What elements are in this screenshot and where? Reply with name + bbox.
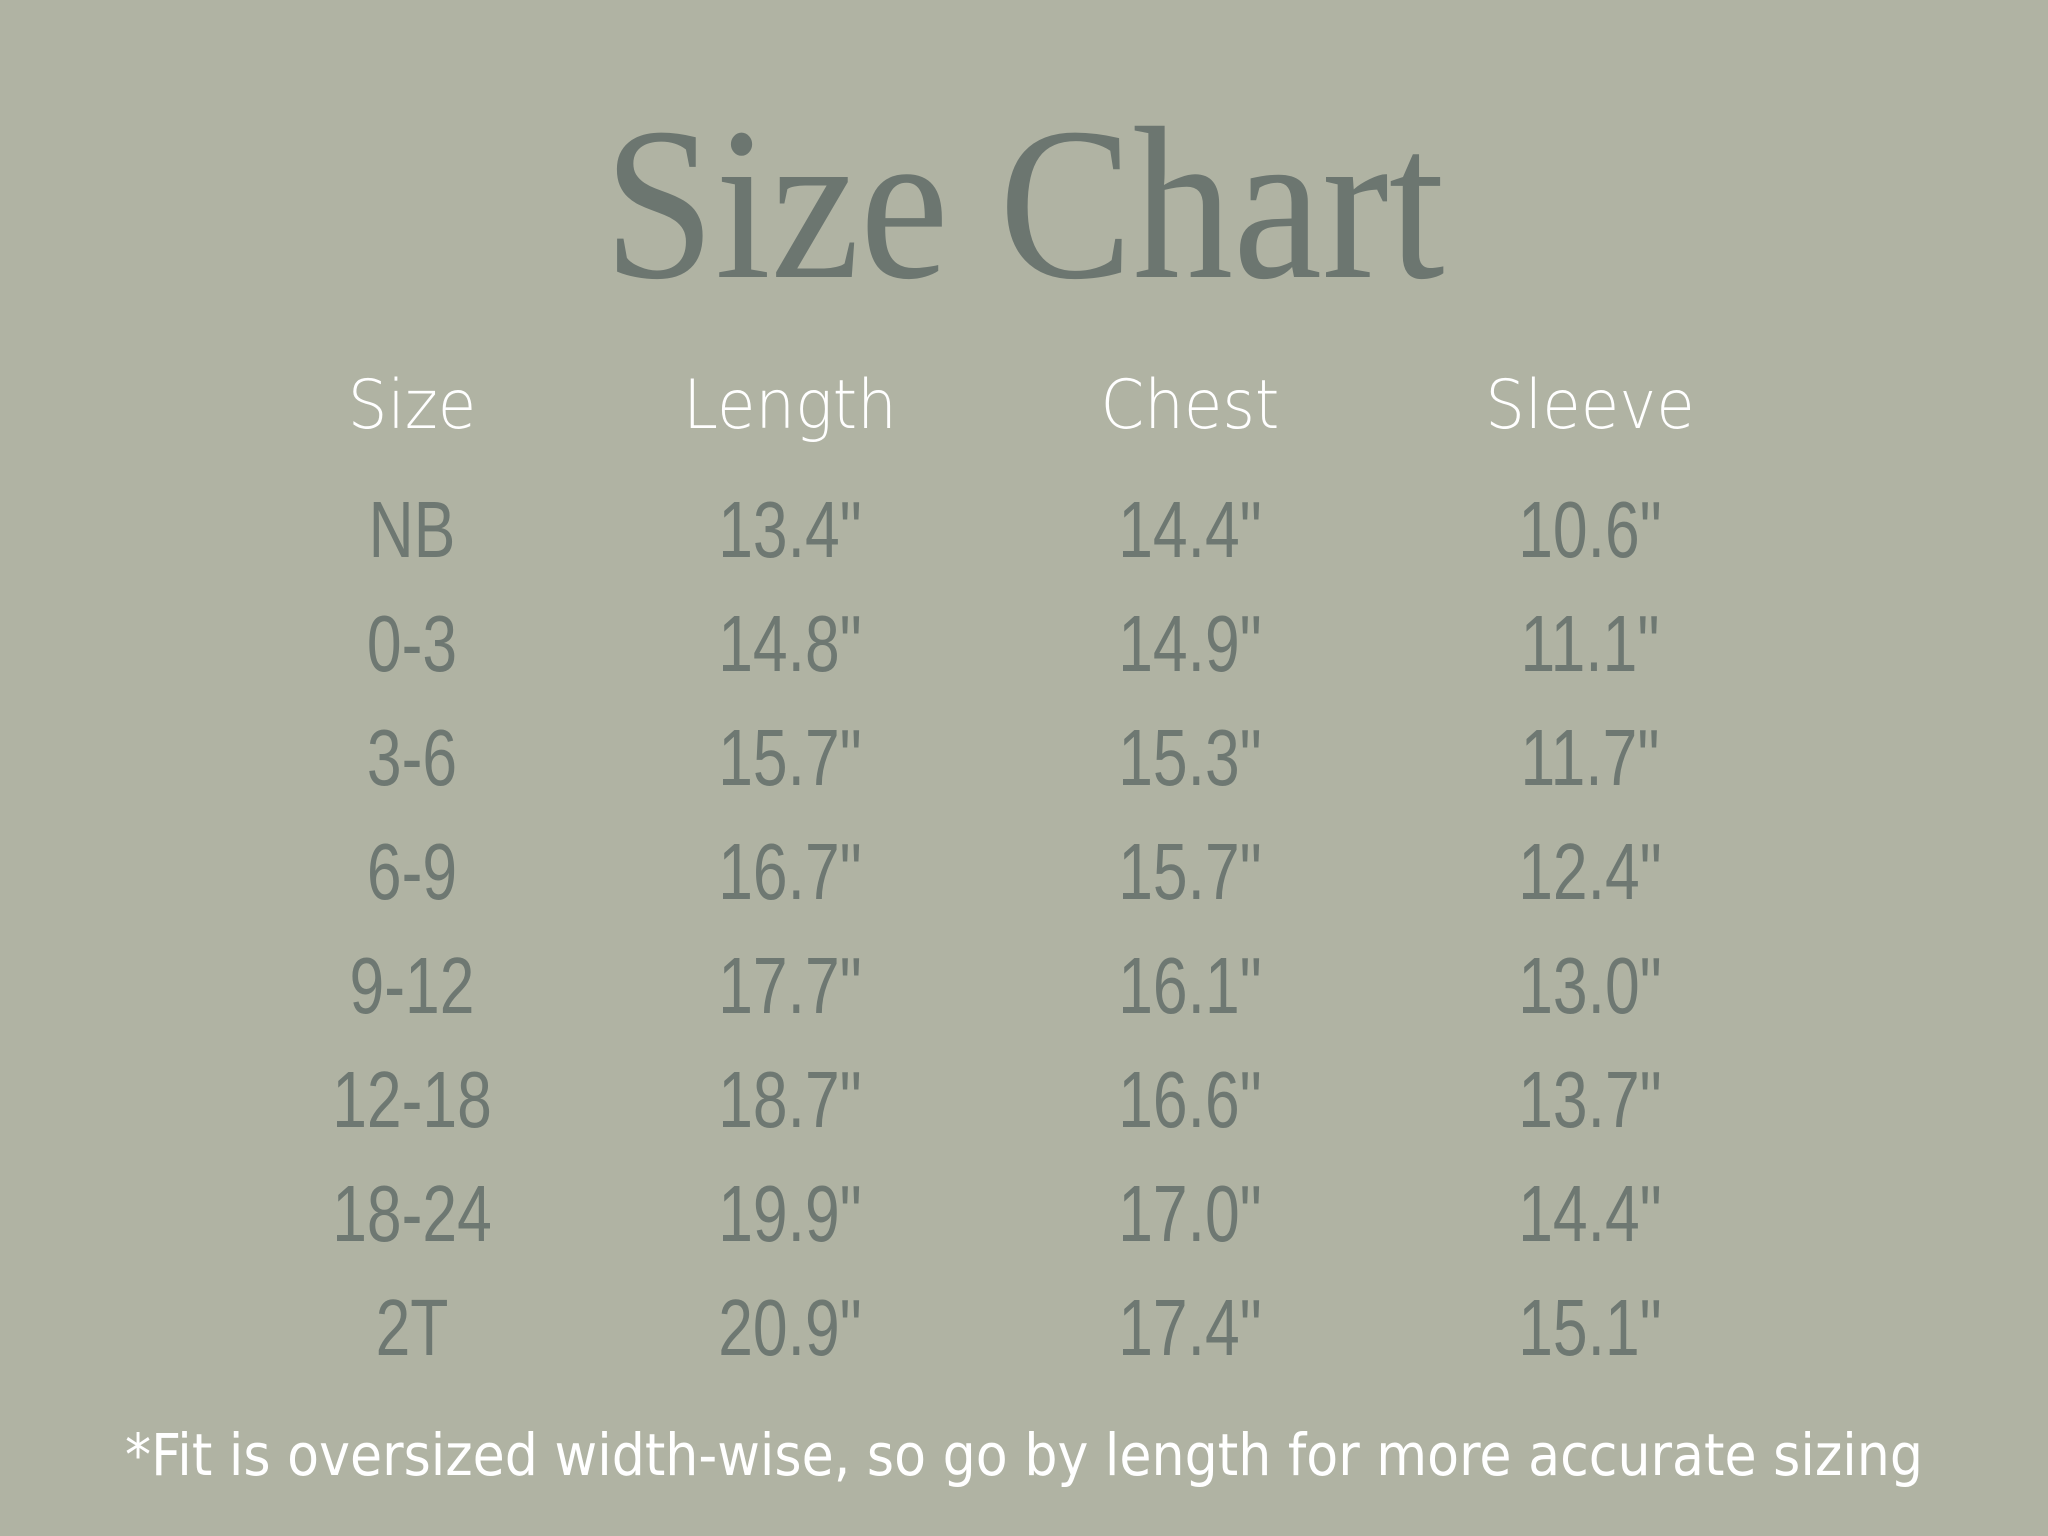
cell-size: 3-6 — [366, 713, 458, 802]
cell-size: 9-12 — [349, 941, 475, 1030]
cell-chest: 17.0" — [1118, 1169, 1262, 1258]
cell-length: 20.9" — [718, 1283, 862, 1372]
cell-sleeve: 10.6" — [1518, 485, 1662, 574]
cell-size: 18-24 — [332, 1169, 492, 1258]
cell-length: 16.7" — [718, 827, 862, 916]
cell-sleeve: 11.7" — [1520, 713, 1660, 802]
cell-sleeve: 11.1" — [1520, 599, 1660, 688]
cell-chest: 16.1" — [1118, 941, 1262, 1030]
cell-length: 18.7" — [718, 1055, 862, 1144]
cell-sleeve: 13.7" — [1518, 1055, 1662, 1144]
cell-chest: 15.7" — [1118, 827, 1262, 916]
column-header-chest: Chest — [1100, 366, 1280, 445]
cell-sleeve: 12.4" — [1518, 827, 1662, 916]
footnote: *Fit is oversized width-wise, so go by l… — [124, 1421, 1924, 1489]
cell-sleeve: 13.0" — [1518, 941, 1662, 1030]
cell-sleeve: 15.1" — [1518, 1283, 1662, 1372]
cell-size: 6-9 — [366, 827, 458, 916]
cell-length: 13.4" — [718, 485, 862, 574]
cell-chest: 14.4" — [1118, 485, 1262, 574]
cell-size: NB — [368, 485, 456, 574]
cell-length: 14.8" — [718, 599, 862, 688]
column-header-size: Size — [347, 366, 477, 445]
cell-chest: 17.4" — [1118, 1283, 1262, 1372]
cell-length: 17.7" — [718, 941, 862, 1030]
cell-size: 12-18 — [332, 1055, 492, 1144]
column-header-length: Length — [683, 366, 897, 445]
column-header-sleeve: Sleeve — [1485, 366, 1695, 445]
cell-chest: 15.3" — [1118, 713, 1262, 802]
cell-size: 0-3 — [366, 599, 458, 688]
cell-size: 2T — [375, 1283, 449, 1372]
page-title: Size Chart — [603, 84, 1445, 325]
cell-chest: 14.9" — [1118, 599, 1262, 688]
cell-chest: 16.6" — [1118, 1055, 1262, 1144]
cell-length: 19.9" — [718, 1169, 862, 1258]
cell-sleeve: 14.4" — [1518, 1169, 1662, 1258]
cell-length: 15.7" — [718, 713, 862, 802]
